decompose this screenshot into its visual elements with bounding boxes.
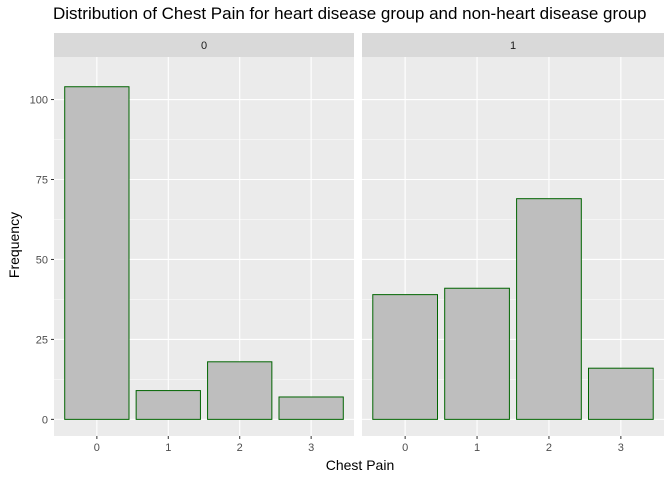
x-tick-label: 3 — [308, 442, 314, 454]
bar — [135, 390, 201, 420]
bar — [444, 287, 510, 420]
facet-strip-0 — [54, 33, 354, 57]
facet-strip-label-1: 1 — [510, 40, 516, 52]
x-tick-label: 2 — [546, 442, 552, 454]
bar — [64, 86, 130, 420]
x-tick-label: 1 — [474, 442, 480, 454]
bar — [278, 396, 344, 420]
facet-strip-label-0: 0 — [201, 40, 207, 52]
chart-title: Distribution of Chest Pain for heart dis… — [53, 4, 647, 23]
y-tick-label: 100 — [30, 95, 48, 107]
x-tick-label: 1 — [165, 442, 171, 454]
bar — [588, 367, 654, 420]
bar — [372, 294, 438, 420]
bar — [516, 198, 582, 420]
x-tick-label: 0 — [402, 442, 408, 454]
y-tick-label: 75 — [36, 174, 48, 186]
x-tick-label: 0 — [94, 442, 100, 454]
y-tick-label: 0 — [42, 414, 48, 426]
x-tick-label: 3 — [618, 442, 624, 454]
x-tick-label: 2 — [237, 442, 243, 454]
y-axis-title: Frequency — [6, 212, 22, 278]
bar — [207, 361, 273, 420]
x-axis-title: Chest Pain — [326, 457, 394, 473]
facet-strip-1 — [362, 33, 664, 57]
y-tick-label: 25 — [36, 334, 48, 346]
y-tick-label: 50 — [36, 254, 48, 266]
